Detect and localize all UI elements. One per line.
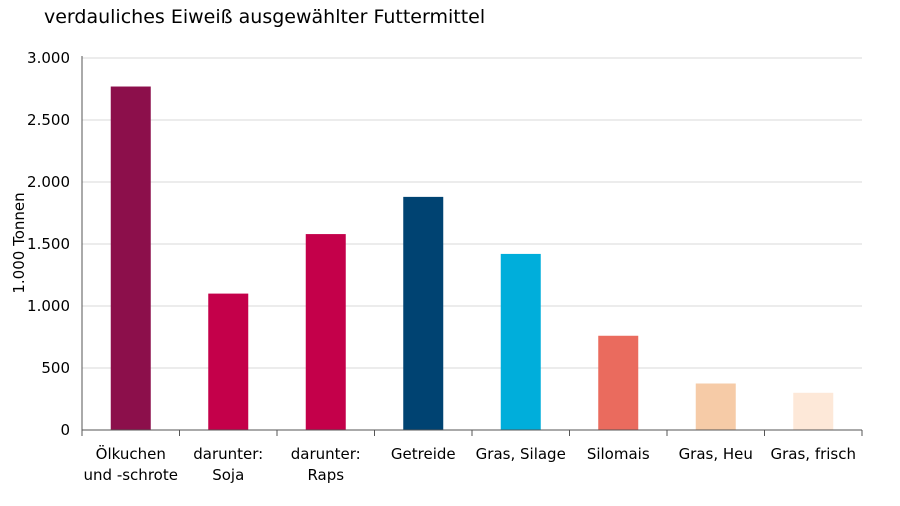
bar bbox=[793, 392, 834, 430]
chart-subtitle: verdauliches Eiweiß ausgewählter Futterm… bbox=[44, 6, 486, 28]
x-tick-label: darunter: Raps bbox=[291, 445, 361, 484]
y-tick-label: 500 bbox=[41, 359, 70, 377]
y-tick-label: 1.500 bbox=[27, 235, 70, 253]
y-axis-label: 1.000 Tonnen bbox=[10, 192, 28, 293]
y-axis-ticks: 0 500 1.000 1.500 2.000 2.500 3.000 bbox=[27, 49, 70, 439]
bars bbox=[110, 86, 834, 431]
x-tick-label: darunter: Soja bbox=[193, 445, 263, 484]
x-tick-label: Silomais bbox=[587, 445, 650, 463]
bar bbox=[695, 383, 736, 430]
x-tick-label: Ölkuchen und -schrote bbox=[84, 444, 178, 484]
bar bbox=[208, 293, 249, 430]
bar bbox=[110, 86, 151, 431]
x-tick-label: Gras, Heu bbox=[679, 445, 753, 463]
x-tick-label: Gras, frisch bbox=[770, 445, 856, 463]
x-tick-label: Getreide bbox=[391, 445, 456, 463]
axes bbox=[81, 56, 863, 436]
y-tick-label: 0 bbox=[60, 421, 70, 439]
bar bbox=[598, 335, 639, 430]
y-tick-label: 3.000 bbox=[27, 49, 70, 67]
bar bbox=[403, 196, 444, 430]
bar bbox=[500, 253, 541, 430]
y-tick-label: 1.000 bbox=[27, 297, 70, 315]
y-tick-label: 2.000 bbox=[27, 173, 70, 191]
gridlines bbox=[82, 57, 862, 369]
x-axis-labels: Ölkuchen und -schrote darunter: Soja darunte… bbox=[84, 444, 856, 484]
y-tick-label: 2.500 bbox=[27, 111, 70, 129]
x-tick-label: Gras, Silage bbox=[476, 445, 566, 463]
bar bbox=[305, 234, 346, 430]
